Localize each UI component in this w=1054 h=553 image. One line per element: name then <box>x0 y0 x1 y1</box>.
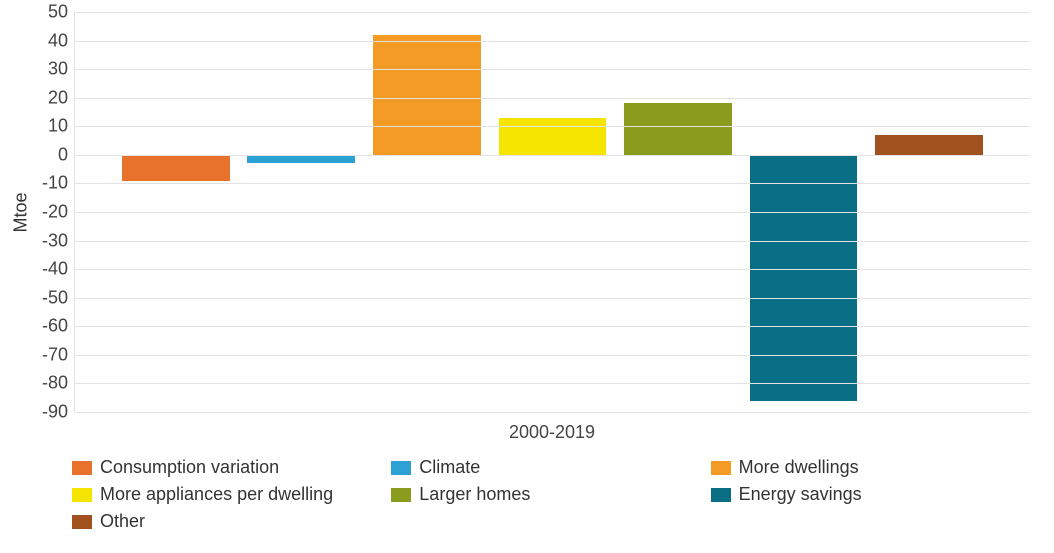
legend-swatch <box>391 488 411 502</box>
legend-label: Consumption variation <box>100 457 279 478</box>
legend-item: Other <box>72 511 391 532</box>
y-tick-label: -90 <box>28 402 68 423</box>
chart-area: Mtoe 50403020100-10-20-30-40-50-60-70-80… <box>8 12 1030 412</box>
gridline <box>75 241 1030 242</box>
y-tick-label: 10 <box>28 116 68 137</box>
y-tick-label: 0 <box>28 144 68 165</box>
legend-label: More appliances per dwelling <box>100 484 333 505</box>
legend-item: Consumption variation <box>72 457 391 478</box>
legend: Consumption variation Climate More dwellin… <box>8 457 1030 532</box>
y-tick-label: -70 <box>28 344 68 365</box>
legend-label: Energy savings <box>739 484 862 505</box>
gridline <box>75 69 1030 70</box>
gridline <box>75 383 1030 384</box>
gridline <box>75 412 1030 413</box>
legend-swatch <box>711 488 731 502</box>
legend-label: Other <box>100 511 145 532</box>
bar <box>122 155 230 181</box>
y-tick-label: -80 <box>28 373 68 394</box>
legend-swatch <box>391 461 411 475</box>
y-tick-label: 30 <box>28 59 68 80</box>
legend-label: Climate <box>419 457 480 478</box>
legend-swatch <box>72 461 92 475</box>
y-axis-ticks: 50403020100-10-20-30-40-50-60-70-80-90 <box>34 12 74 412</box>
legend-item: Larger homes <box>391 484 710 505</box>
gridline <box>75 269 1030 270</box>
legend-item: Energy savings <box>711 484 1030 505</box>
legend-item: More dwellings <box>711 457 1030 478</box>
legend-item: More appliances per dwelling <box>72 484 391 505</box>
gridline <box>75 41 1030 42</box>
y-tick-label: 40 <box>28 30 68 51</box>
bar <box>499 118 607 155</box>
y-tick-label: -60 <box>28 316 68 337</box>
bar <box>750 155 858 401</box>
legend-label: More dwellings <box>739 457 859 478</box>
legend-swatch <box>72 515 92 529</box>
gridline <box>75 298 1030 299</box>
gridline <box>75 12 1030 13</box>
y-tick-label: -20 <box>28 202 68 223</box>
bar <box>624 103 732 154</box>
legend-item: Climate <box>391 457 710 478</box>
y-tick-label: -40 <box>28 259 68 280</box>
legend-label: Larger homes <box>419 484 530 505</box>
y-tick-label: -30 <box>28 230 68 251</box>
gridline <box>75 212 1030 213</box>
legend-swatch <box>72 488 92 502</box>
bar <box>373 35 481 155</box>
gridline <box>75 155 1030 156</box>
gridline <box>75 183 1030 184</box>
gridline <box>75 355 1030 356</box>
gridline <box>75 326 1030 327</box>
legend-swatch <box>711 461 731 475</box>
y-tick-label: -50 <box>28 287 68 308</box>
bar <box>247 155 355 164</box>
y-tick-label: 50 <box>28 2 68 23</box>
plot-area <box>74 12 1030 412</box>
gridline <box>75 126 1030 127</box>
gridline <box>75 98 1030 99</box>
x-axis-label: 2000-2019 <box>74 422 1030 443</box>
y-tick-label: -10 <box>28 173 68 194</box>
bar <box>875 135 983 155</box>
y-tick-label: 20 <box>28 87 68 108</box>
